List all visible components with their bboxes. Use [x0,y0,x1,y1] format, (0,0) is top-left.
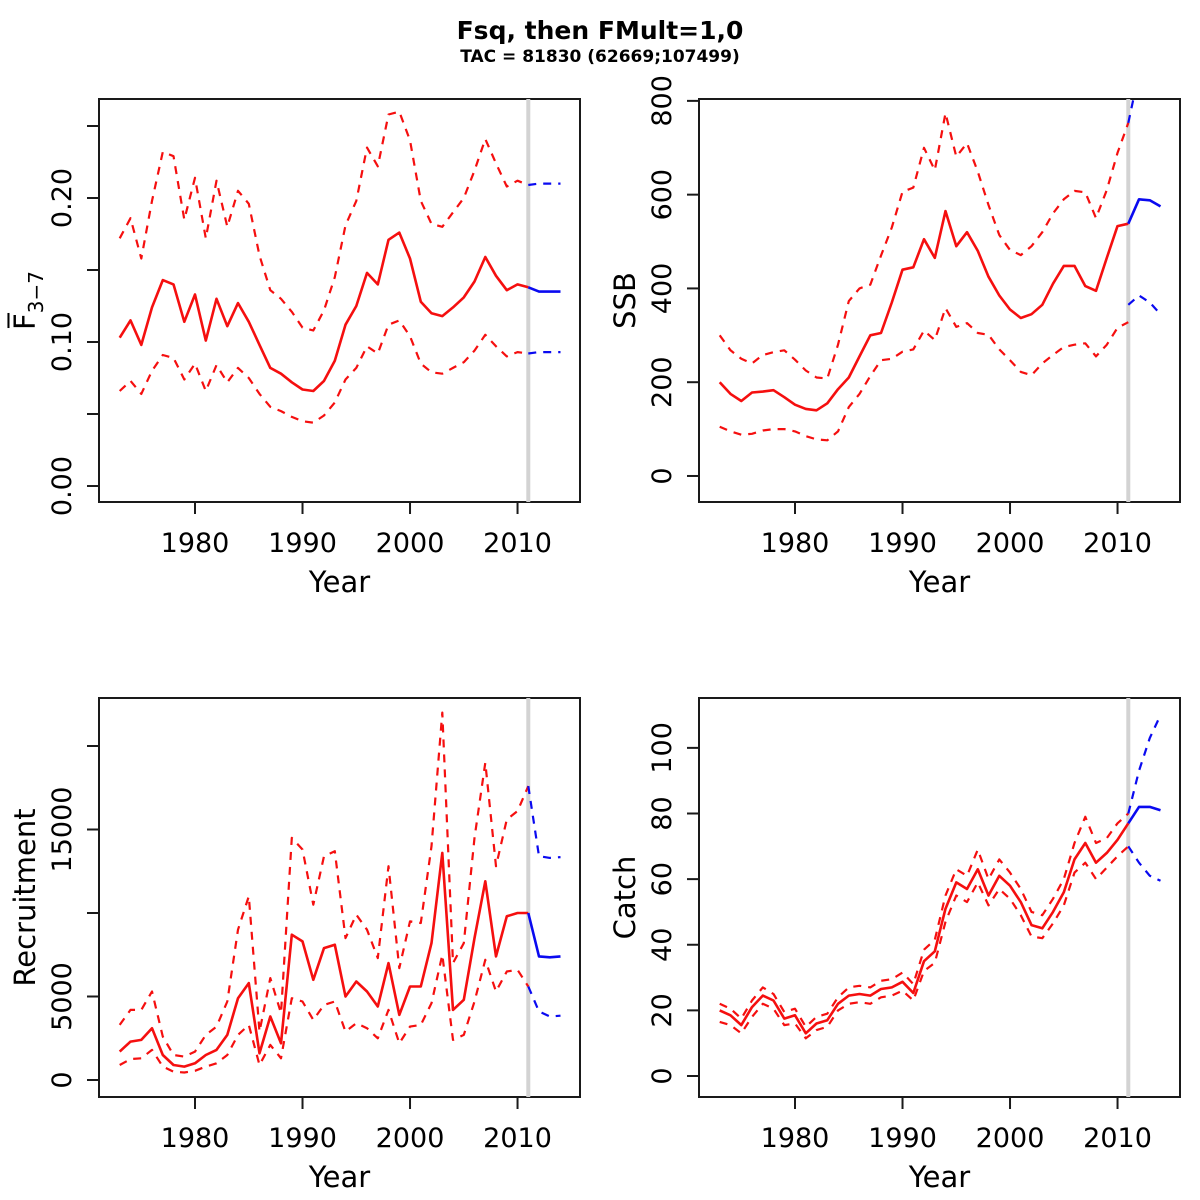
x-tick-label: 1990 [868,528,937,559]
recruitment-historical-upper-ci-line [118,711,530,1058]
x-tick-label: 2000 [376,1123,445,1154]
x-tick-label: 2000 [976,528,1045,559]
recruitment-forecast-lower-ci-line [527,986,561,1018]
x-tick-label: 1990 [268,1123,337,1154]
y-tick-label: 60 [647,862,678,896]
fbar-forecast-lower-ci-line [528,351,561,355]
recruitment-series [118,711,561,1074]
y-tick-label: 80 [647,796,678,830]
y-tick-label: 0 [647,1067,678,1084]
fbar-historical-median-line [118,231,529,393]
y-tick-label: 0 [647,467,678,484]
fbar-historical-upper-ci-line [118,110,529,332]
x-axis: 1980 1990 2000 2010 Year [761,1097,1152,1194]
y-tick-label: 0 [47,1071,78,1088]
x-tick-label: 2010 [483,528,552,559]
x-tick-label: 2010 [1083,528,1152,559]
ssb-historical-upper-ci-line [718,111,1130,380]
figure-subtitle: TAC = 81830 (62669;107499) [460,47,740,67]
y-axis: 0 200 400 600 800 SSB [608,75,699,485]
y-tick-label: 0.00 [47,456,78,516]
x-axis-title: Year [908,565,970,599]
y-tick-label: 200 [647,356,678,408]
ssb-forecast-upper-ci-line [1127,99,1135,124]
catch-historical-median-line [719,822,1130,1035]
panel-fbar: 1980 1990 2000 2010 Year 0.00 0.10 0.20 F̅3−7 [8,98,581,599]
y-axis: 0 20 40 60 80 100 Catch [608,722,699,1085]
x-tick-label: 2000 [976,1123,1045,1154]
panel-ssb: 1980 1990 2000 2010 Year 0 200 400 600 800 SSB [608,75,1181,599]
x-tick-label: 1990 [268,528,337,559]
plot-box [98,697,581,1098]
y-tick-label: 0.10 [47,312,78,372]
fbar-series [118,110,561,424]
x-axis: 1980 1990 2000 2010 Year [161,502,552,599]
y-axis-title: SSB [608,272,642,329]
x-tick-label: 2010 [1083,1123,1152,1154]
y-axis-title: F̅3−7 [8,271,48,330]
x-axis: 1980 1990 2000 2010 Year [161,1097,552,1194]
x-axis-title: Year [308,565,370,599]
fbar-forecast-median-line [527,286,561,293]
catch-historical-lower-ci-line [719,845,1130,1040]
y-tick-label: 400 [647,263,678,315]
x-tick-label: 1990 [868,1123,937,1154]
y-axis-title: Catch [608,856,642,940]
fbar-forecast-upper-ci-line [528,182,561,187]
catch-forecast-median-line [1127,805,1161,825]
catch-forecast-lower-ci-line [1127,845,1161,882]
y-tick-label: 100 [647,722,678,774]
y-tick-label: 0.20 [47,168,78,228]
y-tick-label: 800 [647,75,678,127]
recruitment-historical-lower-ci-line [119,953,530,1074]
fbar-historical-lower-ci-line [118,319,529,424]
ssb-series [718,99,1162,442]
catch-series [719,714,1162,1040]
y-axis: 0.00 0.10 0.20 F̅3−7 [8,125,99,516]
ssb-historical-lower-ci-line [719,307,1129,442]
y-axis-title: Recruitment [8,808,42,986]
catch-historical-upper-ci-line [719,812,1130,1028]
x-tick-label: 1980 [761,528,830,559]
x-tick-label: 1980 [161,1123,230,1154]
y-tick-label: 600 [647,169,678,221]
y-tick-label: 15000 [47,787,78,873]
ssb-forecast-lower-ci-line [1127,294,1162,315]
ssb-forecast-median-line [1127,198,1162,225]
x-axis-title: Year [308,1160,370,1194]
y-tick-label: 40 [647,928,678,962]
x-axis-title: Year [908,1160,970,1194]
y-tick-label: 20 [647,993,678,1027]
plot-box [698,697,1181,1098]
x-tick-label: 2010 [483,1123,552,1154]
recruitment-historical-median-line [118,851,529,1068]
catch-forecast-upper-ci-line [1127,714,1162,814]
plot-box [698,98,1181,503]
figure-title: Fsq, then FMult=1,0 [456,16,744,45]
x-tick-label: 2000 [376,528,445,559]
recruitment-forecast-upper-ci-line [527,785,561,860]
x-axis: 1980 1990 2000 2010 Year [761,502,1152,599]
ssb-historical-median-line [718,209,1129,412]
x-tick-label: 1980 [761,1123,830,1154]
y-tick-label: 5000 [47,962,78,1031]
panel-catch: 1980 1990 2000 2010 Year 0 20 40 60 80 100 Catch [608,697,1181,1194]
plot-box [98,98,581,503]
recruitment-forecast-median-line [527,912,561,959]
panel-recruitment: 1980 1990 2000 2010 Year 0 5000 15000Recruitmen… [8,697,581,1194]
x-tick-label: 1980 [161,528,230,559]
